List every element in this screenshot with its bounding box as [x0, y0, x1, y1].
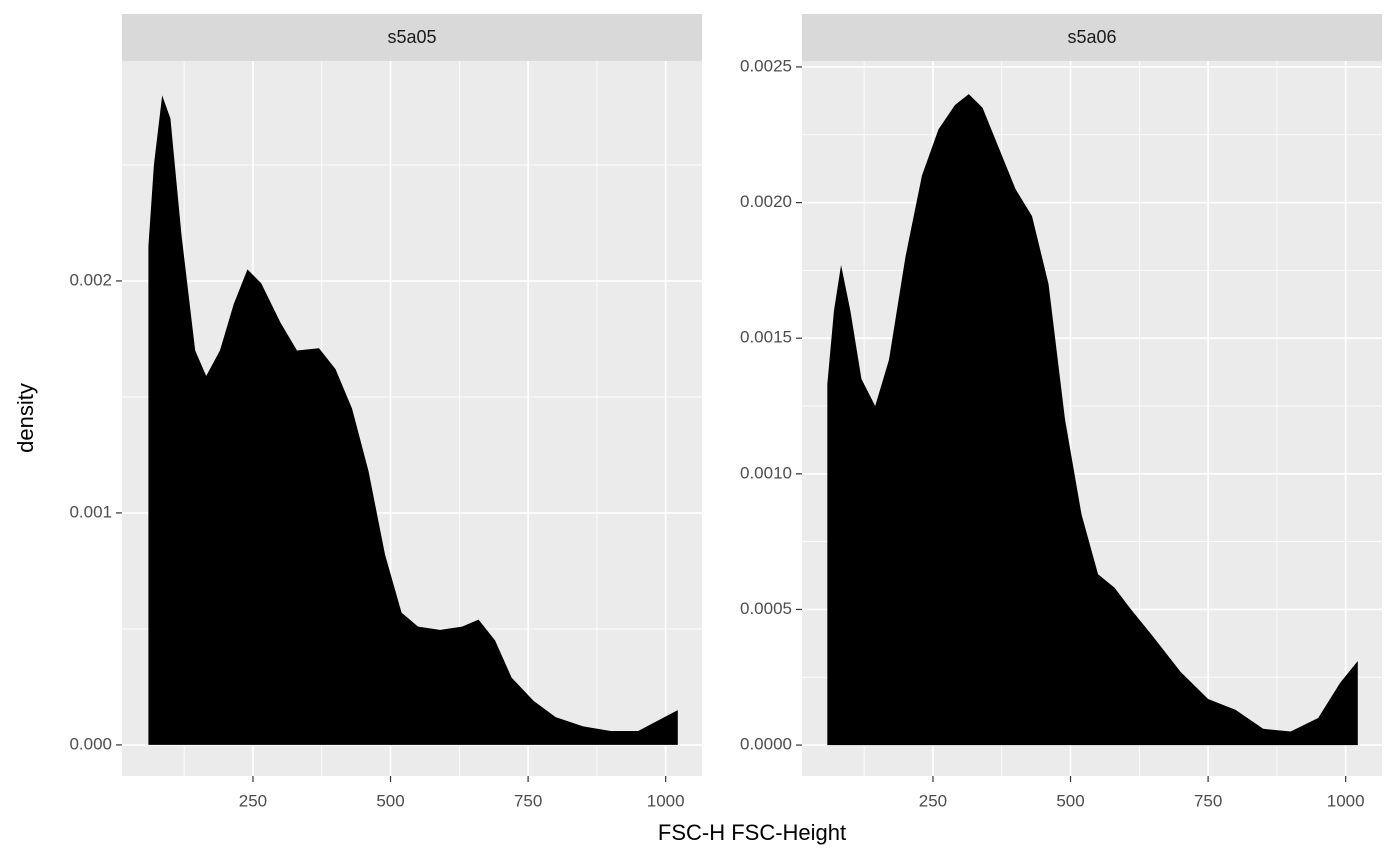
strip-label: s5a05	[387, 27, 436, 47]
strip	[802, 14, 1382, 61]
x-tick-label: 500	[1056, 791, 1084, 810]
x-axis-title: FSC-H FSC-Height	[658, 820, 846, 845]
y-tick-label: 0.0000	[740, 735, 792, 754]
y-tick-label: 0.001	[69, 502, 112, 521]
x-tick-label: 250	[239, 791, 267, 810]
y-tick-label: 0.0015	[740, 328, 792, 347]
y-tick-label: 0.000	[69, 734, 112, 753]
strip-label: s5a06	[1067, 27, 1116, 47]
density-area	[827, 94, 1358, 746]
y-tick-label: 0.0010	[740, 463, 792, 482]
x-tick-label: 250	[919, 791, 947, 810]
strip	[122, 14, 702, 61]
x-tick-label: 1000	[1327, 791, 1365, 810]
y-tick-label: 0.0005	[740, 599, 792, 618]
x-tick-label: 1000	[647, 791, 685, 810]
x-tick-label: 750	[1194, 791, 1222, 810]
x-tick-label: 750	[514, 791, 542, 810]
density-area	[148, 95, 678, 745]
y-axis-title: density	[13, 383, 38, 453]
x-tick-label: 500	[376, 791, 404, 810]
y-tick-label: 0.0025	[740, 56, 792, 75]
y-tick-label: 0.002	[69, 270, 112, 289]
y-tick-label: 0.0020	[740, 192, 792, 211]
